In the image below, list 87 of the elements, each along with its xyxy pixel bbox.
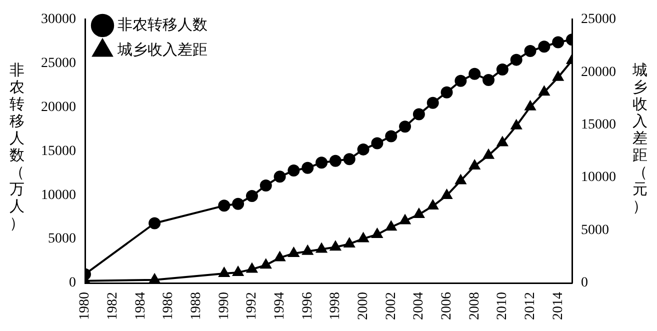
point [330, 241, 341, 251]
y-tick-label: 25000 [41, 56, 76, 72]
y-tick-label: 15000 [41, 144, 76, 159]
point [468, 68, 481, 80]
legend-label: 非农转移人数 [118, 16, 208, 34]
y-tick-label: 10000 [41, 188, 76, 203]
point [260, 259, 272, 269]
x-tick-label: 1986 [161, 292, 176, 320]
point [274, 170, 286, 183]
point [524, 45, 536, 58]
point [344, 238, 355, 248]
point [246, 190, 258, 202]
point [412, 108, 425, 120]
point [246, 263, 258, 273]
point [510, 54, 522, 66]
point [386, 221, 396, 231]
point [524, 100, 536, 110]
point [385, 130, 398, 142]
point [538, 40, 550, 53]
point [288, 247, 300, 257]
legend-label: 城乡收入差距 [116, 41, 208, 58]
point [358, 232, 369, 242]
point [455, 174, 466, 184]
point [454, 74, 467, 87]
x-tick-label: 1998 [328, 292, 344, 320]
point [232, 198, 244, 210]
x-tick-label: 2004 [412, 292, 427, 320]
text: 城乡收入差距（元） [632, 63, 648, 215]
y2-tick-label: 0 [581, 276, 588, 291]
point [400, 214, 410, 224]
point [496, 63, 508, 76]
x-tick-label: 2012 [522, 292, 538, 320]
point [302, 245, 313, 255]
point [288, 164, 300, 177]
y-tick-label: 5000 [48, 232, 76, 247]
point [414, 208, 424, 218]
y-tick-label: 30000 [41, 12, 76, 28]
x-tick-label: 2010 [495, 292, 510, 320]
point [372, 228, 383, 238]
x-tick-label: 2000 [356, 292, 371, 320]
point [511, 120, 522, 130]
point [497, 136, 508, 146]
x-tick-label: 1980 [78, 292, 93, 320]
x-tick-label: 1984 [133, 292, 148, 320]
point [469, 160, 480, 170]
x-tick-label: 1988 [188, 292, 204, 320]
x-tick-label: 2008 [467, 292, 482, 320]
point [260, 179, 272, 192]
point [426, 96, 439, 109]
text: 非农转移人数（万人） [10, 63, 24, 232]
x-tick-label: 2002 [384, 292, 399, 320]
point [552, 36, 564, 48]
x-tick-label: 1994 [272, 292, 288, 320]
point [483, 149, 494, 159]
y-tick-label: 20000 [41, 100, 76, 115]
point [148, 217, 161, 230]
point [302, 162, 314, 174]
x-tick-label: 2014 [550, 292, 566, 320]
point [149, 274, 160, 283]
point [357, 143, 370, 156]
point [316, 156, 328, 169]
point [274, 252, 286, 262]
point [399, 120, 412, 133]
x-tick-label: 1990 [216, 292, 232, 320]
point [343, 153, 356, 166]
point [371, 137, 384, 150]
point [441, 189, 452, 199]
x-tick-label: 1992 [244, 292, 260, 320]
y2-tick-label: 5000 [581, 222, 609, 238]
point [538, 86, 550, 96]
y2-tick-label: 15000 [581, 118, 616, 133]
point [232, 266, 244, 276]
y2-tick-label: 10000 [581, 170, 616, 186]
point [218, 200, 230, 212]
y2-tick-label: 20000 [581, 64, 616, 80]
x-tick-label: 1982 [106, 292, 120, 320]
point [552, 71, 564, 81]
x-tick-label: 1996 [300, 292, 316, 320]
x-tick-label: 2006 [439, 292, 454, 320]
point [218, 268, 230, 278]
y-tick-label: 0 [69, 276, 76, 291]
point [329, 154, 342, 167]
point [440, 86, 453, 98]
point [482, 74, 495, 86]
point [316, 243, 327, 253]
point [428, 200, 438, 210]
y2-tick-label: 25000 [581, 12, 616, 28]
